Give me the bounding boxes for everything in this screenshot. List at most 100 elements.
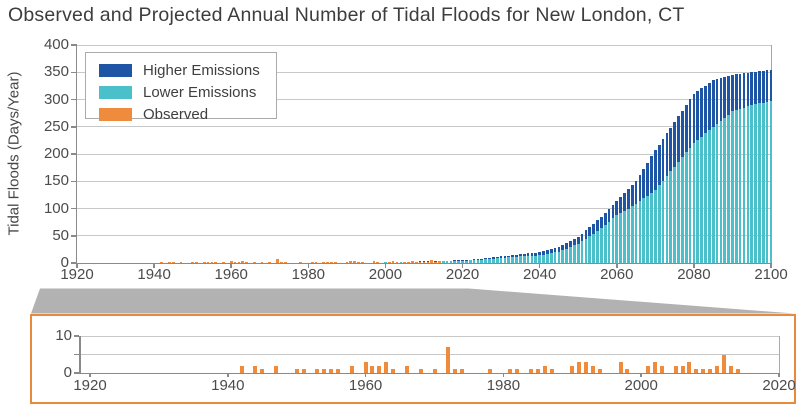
x-tick-label: 1920: [60, 266, 94, 283]
projected-bar-lower: [576, 243, 580, 263]
inset-y-tick: [74, 372, 79, 374]
observed-bar-main: [414, 262, 418, 263]
observed-bar-inset: [377, 365, 382, 373]
projected-bar-lower: [476, 259, 480, 263]
projected-bar-lower: [534, 255, 538, 263]
projected-bar-lower: [480, 259, 484, 263]
x-tick-label: 2060: [600, 266, 634, 283]
projected-bar-lower: [449, 261, 453, 263]
y-tick: [71, 235, 77, 237]
observed-bar-inset: [508, 369, 513, 373]
observed-bar-main: [229, 261, 233, 263]
projected-bar-lower: [769, 101, 773, 263]
inset-x-tick: [640, 373, 642, 377]
observed-bar-inset: [528, 369, 533, 373]
projected-bar-lower: [692, 143, 696, 263]
y-tick: [71, 126, 77, 128]
y-tick-label: 50: [52, 226, 69, 244]
observed-bar-inset: [515, 369, 520, 373]
inset-x-tick: [227, 373, 229, 377]
inset-y-tick: [74, 335, 79, 337]
y-tick: [71, 262, 77, 264]
observed-bar-main: [245, 262, 248, 263]
y-gridline: [77, 126, 771, 128]
observed-bar-main: [310, 262, 314, 263]
inset-x-tick-label: 1960: [348, 377, 383, 394]
y-gridline: [77, 44, 771, 46]
projected-bar-lower: [657, 185, 661, 263]
observed-bar-inset: [418, 369, 423, 373]
x-tick: [770, 263, 772, 268]
projected-bar-lower: [607, 221, 611, 263]
observed-bar-inset: [370, 365, 375, 373]
observed-bar-inset: [487, 369, 492, 373]
observed-bar-main: [314, 262, 318, 263]
projected-bar-lower: [673, 166, 676, 263]
projected-bar-lower: [588, 236, 592, 263]
observed-bar-main: [222, 261, 225, 263]
observed-bar-main: [403, 261, 407, 263]
observed-bar-inset: [597, 369, 602, 373]
projected-bar-lower: [526, 256, 530, 263]
observed-bar-inset: [584, 361, 589, 373]
observed-bar-main: [237, 261, 241, 263]
observed-bar-inset: [735, 369, 740, 373]
inset-x-tick-label: 2020: [762, 377, 796, 394]
inset-x-tick-label: 1920: [73, 377, 107, 394]
projected-bar-lower: [472, 260, 476, 263]
projected-bar-lower: [538, 255, 541, 263]
projected-bar-lower: [507, 257, 511, 263]
observed-bar-inset: [349, 365, 354, 373]
projected-bar-lower: [723, 117, 727, 263]
projected-bar-lower: [746, 106, 750, 263]
observed-bar-inset: [694, 369, 699, 373]
observed-bar-main: [202, 262, 206, 263]
x-tick-label: 2000: [368, 266, 403, 283]
x-tick: [76, 263, 78, 268]
observed-bar-main: [168, 261, 171, 263]
x-tick: [230, 263, 232, 268]
observed-bar-main: [349, 261, 353, 263]
observed-bar-main: [241, 261, 245, 263]
projected-bar-lower: [492, 258, 495, 263]
observed-bar-main: [376, 262, 380, 263]
projected-bar-lower: [549, 253, 553, 263]
projected-bar-lower: [569, 246, 572, 263]
inset-x-axis-line: [79, 372, 780, 374]
observed-bar-main: [418, 262, 422, 263]
legend: Higher Emissions Lower Emissions Observe…: [85, 52, 277, 123]
projected-bar-lower: [457, 260, 461, 263]
inset-gridline: [80, 354, 779, 355]
x-tick: [153, 263, 155, 268]
inset-x-tick: [364, 373, 367, 377]
projected-bar-lower: [704, 133, 707, 263]
projected-bar-lower: [742, 107, 746, 263]
observed-bar-inset: [721, 354, 726, 373]
observed-bar-main: [353, 261, 356, 263]
projected-bar-lower: [653, 189, 657, 263]
x-tick-label: 1960: [214, 266, 248, 283]
legend-label-higher-emissions: Higher Emissions: [143, 62, 260, 79]
y-tick-label: 150: [43, 172, 69, 190]
x-tick: [461, 263, 464, 268]
observed-bar-main: [172, 262, 175, 263]
projected-bar-lower: [750, 104, 754, 263]
y-gridline: [77, 208, 771, 209]
legend-label-observed: Observed: [143, 106, 209, 123]
observed-bar-main: [333, 262, 337, 263]
projected-bar-lower: [688, 147, 692, 263]
projected-bar-lower: [761, 102, 765, 263]
x-tick-label: 1980: [291, 266, 326, 283]
observed-bar-inset: [253, 365, 258, 373]
legend-item-observed: Observed: [99, 103, 276, 125]
projected-bar-lower: [754, 104, 757, 263]
projected-bar-lower: [499, 258, 503, 263]
observed-bar-main: [210, 262, 214, 263]
projected-bar-lower: [765, 101, 769, 263]
projected-bar-lower: [592, 233, 595, 263]
x-tick: [538, 263, 541, 268]
observed-bar-inset: [336, 369, 341, 373]
projected-bar-lower: [495, 258, 499, 263]
observed-bar-main: [438, 262, 441, 263]
